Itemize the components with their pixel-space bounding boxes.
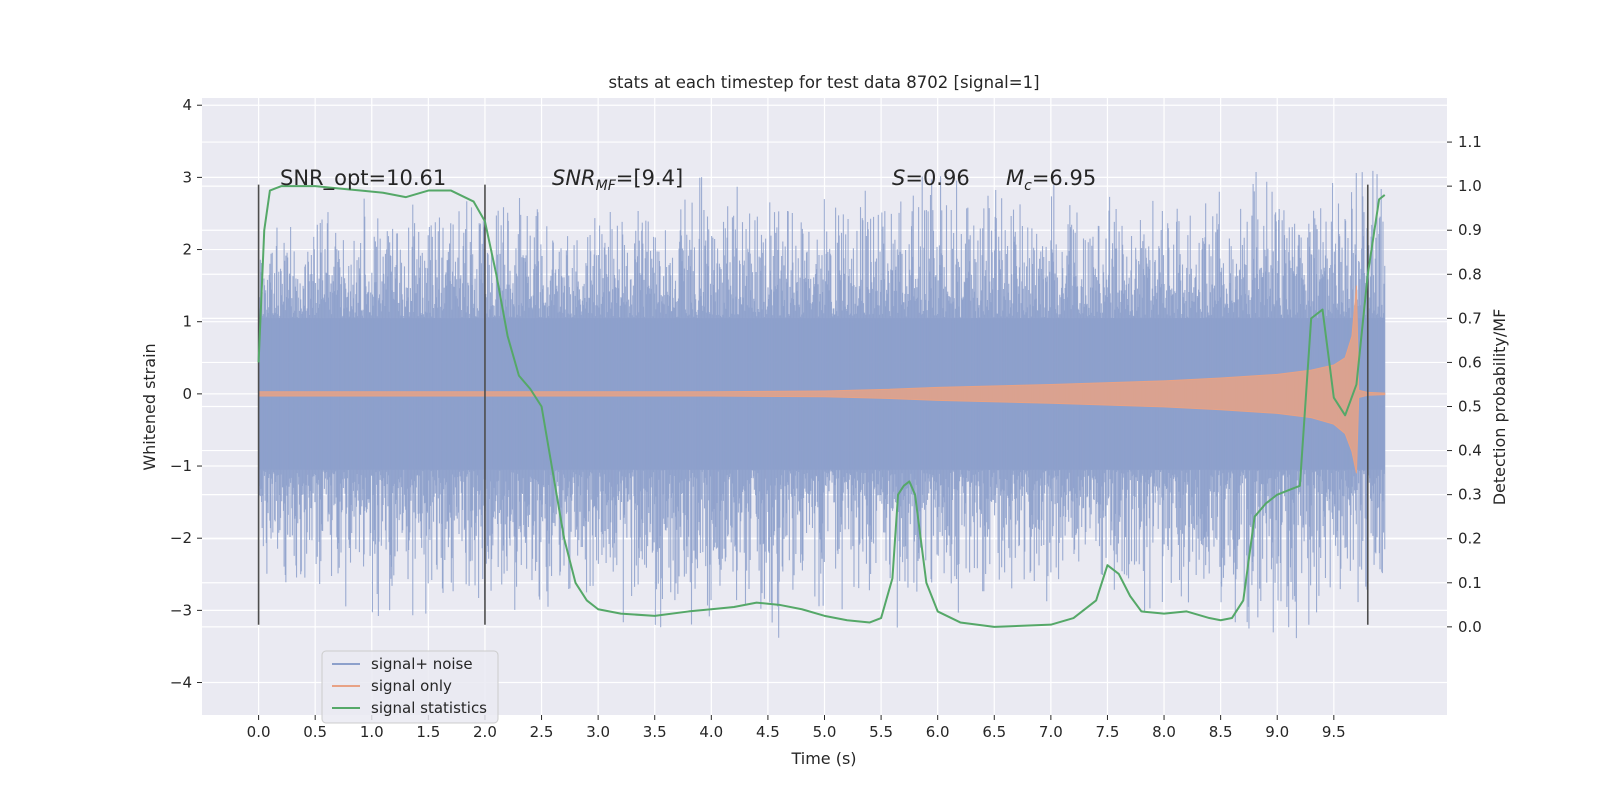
y2-tick-label: 0.2: [1458, 530, 1482, 548]
x-axis-ticks: 0.0 0.5 1.0 1.5 2.0 2.5 3.0 3.5 4.0 4.5 5.0 5.5 6.0 6…: [247, 715, 1346, 741]
signal-statistics-series: [257, 185, 1386, 628]
signal-statistics-line: [257, 185, 1386, 628]
annotation-snr-opt: SNR_opt=10.61: [280, 166, 446, 191]
x-tick-label: 2.0: [473, 723, 497, 741]
x-tick-label: 4.0: [699, 723, 723, 741]
legend-label-noise: signal+ noise: [371, 655, 473, 673]
y2-tick-label: 0.1: [1458, 574, 1482, 592]
y2-axis-ticks: 1.1 1.0 0.9 0.8 0.7 0.6 0.5 0.4 0.3 0.2 0.1 0.0: [1447, 133, 1482, 636]
x-tick-label: 9.5: [1322, 723, 1346, 741]
legend-box: [321, 650, 499, 724]
x-tick-label: 6.5: [982, 723, 1006, 741]
x-tick-label: 1.5: [416, 723, 440, 741]
x-tick-label: 1.0: [360, 723, 384, 741]
y2-tick-label: 1.0: [1458, 177, 1482, 195]
y-axis-title: Whitened strain: [140, 343, 159, 470]
x-tick-label: 8.0: [1152, 723, 1176, 741]
y2-tick-label: 0.0: [1458, 618, 1482, 636]
vertical-markers: [257, 184, 1369, 625]
y2-tick-label: 1.1: [1458, 133, 1482, 151]
x-tick-label: 7.0: [1039, 723, 1063, 741]
signal-only-band: [258, 285, 1386, 474]
x-tick-label: 3.0: [586, 723, 610, 741]
y2-tick-label: 0.7: [1458, 309, 1482, 327]
y2-tick-label: 0.5: [1458, 398, 1482, 416]
y2-tick-label: 0.6: [1458, 353, 1482, 371]
signal-noise-series: [258, 170, 1386, 639]
y-tick-label: 4: [182, 96, 192, 114]
annotation-mc: Mc=6.95: [1006, 166, 1096, 194]
annotation-snr-mf: SNRMF=[9.4]: [552, 166, 683, 194]
x-tick-label: 5.0: [813, 723, 837, 741]
y-tick-label: 2: [182, 241, 192, 259]
chart-title: stats at each timestep for test data 870…: [608, 73, 1039, 92]
signal-only-series: [258, 285, 1386, 474]
y-tick-label: 3: [182, 168, 192, 186]
y-tick-label: −3: [170, 601, 192, 619]
x-tick-label: 2.5: [530, 723, 554, 741]
legend-label-signal: signal only: [371, 677, 452, 695]
x-tick-label: 4.5: [756, 723, 780, 741]
y2-tick-label: 0.4: [1458, 442, 1482, 460]
legend-label-statistics: signal statistics: [371, 699, 487, 717]
x-tick-label: 0.5: [303, 723, 327, 741]
y-axis-ticks: 4 3 2 1 0 −1 −2 −3 −4: [170, 96, 202, 692]
legend: signal+ noise signal only signal statist…: [321, 650, 499, 724]
x-tick-label: 9.0: [1265, 723, 1289, 741]
y-tick-label: 1: [182, 313, 192, 331]
x-tick-label: 6.0: [926, 723, 950, 741]
y2-axis-title: Detection probability/MF: [1490, 309, 1509, 506]
x-tick-label: 3.5: [643, 723, 667, 741]
y2-tick-label: 0.8: [1458, 265, 1482, 283]
y-tick-label: 0: [182, 385, 192, 403]
y-tick-label: −4: [170, 674, 192, 692]
x-tick-label: 8.5: [1209, 723, 1233, 741]
annotation-s: S=0.96: [892, 166, 970, 190]
x-tick-label: 0.0: [247, 723, 271, 741]
y-tick-label: −1: [170, 457, 192, 475]
x-axis-title: Time (s): [790, 749, 856, 768]
x-tick-label: 5.5: [869, 723, 893, 741]
x-tick-label: 7.5: [1096, 723, 1120, 741]
y-tick-label: −2: [170, 529, 192, 547]
y2-tick-label: 0.9: [1458, 221, 1482, 239]
y2-tick-label: 0.3: [1458, 486, 1482, 504]
